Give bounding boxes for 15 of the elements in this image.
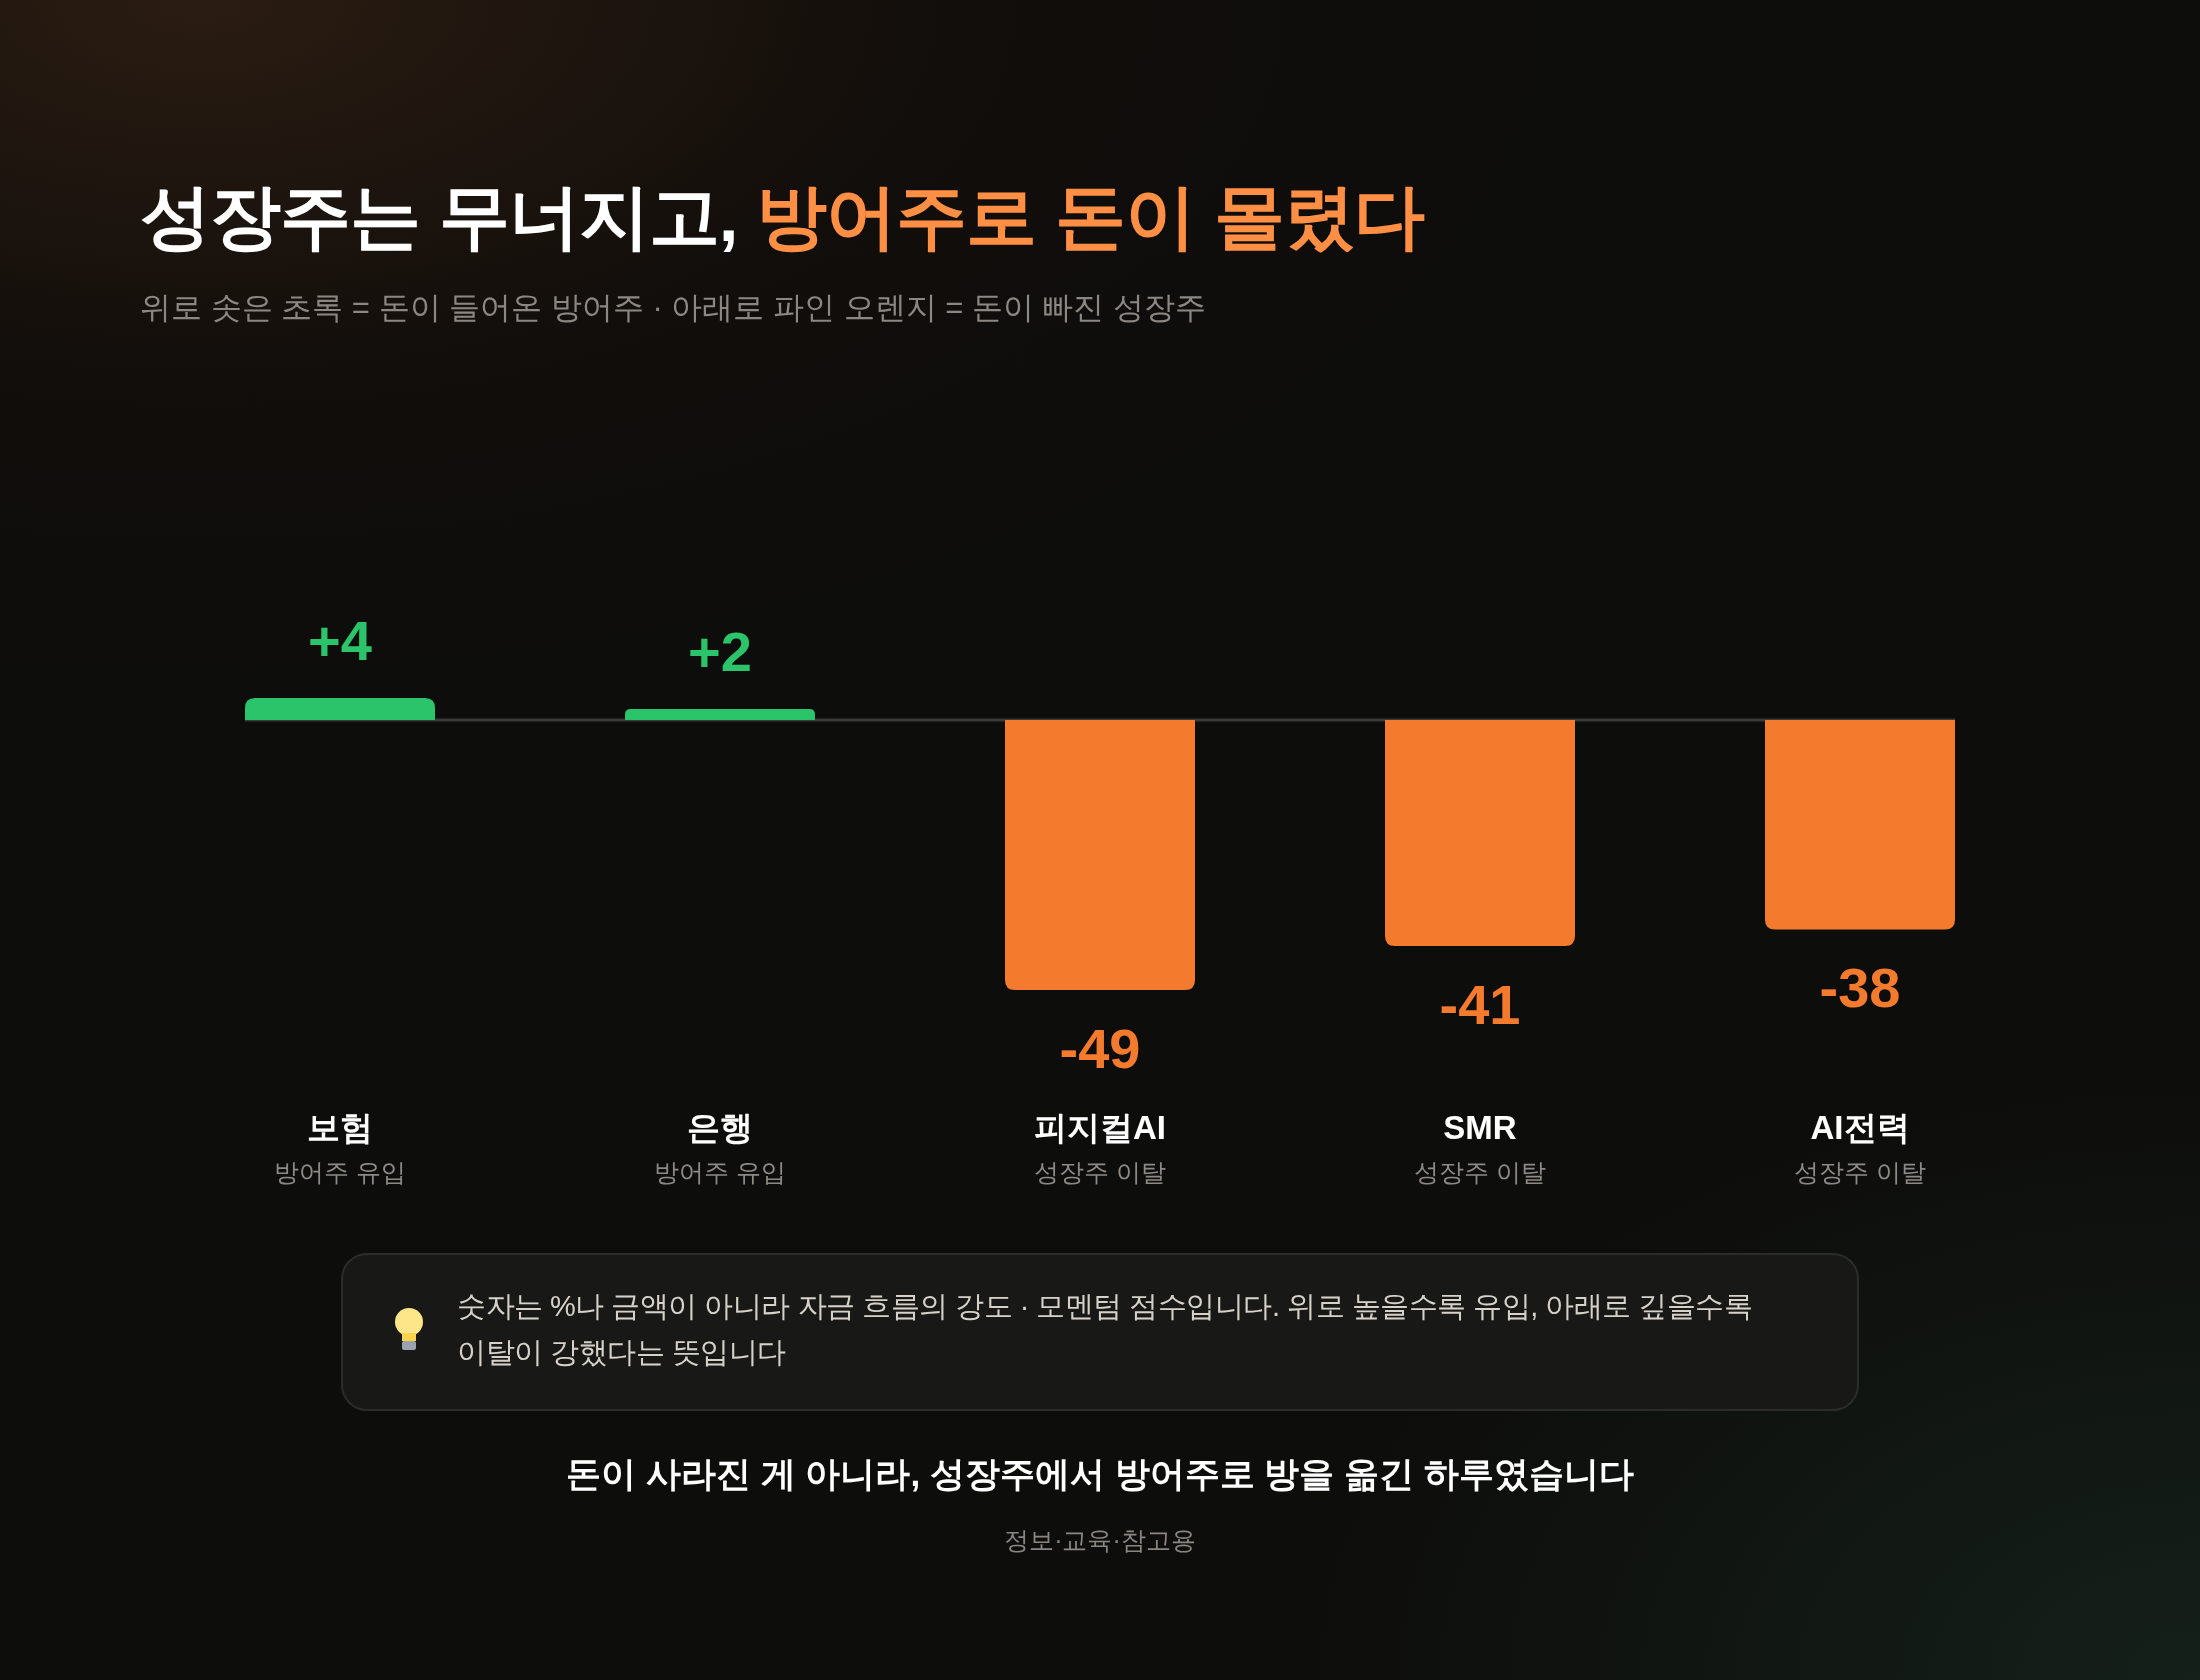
data-label: -41 (1439, 972, 1521, 1036)
chart-subtitle: 위로 솟은 초록 = 돈이 들어온 방어주 · 아래로 파인 오렌지 = 돈이 빠진 성장주 (140, 289, 1207, 327)
x-tick-label: 보험 방어주 유입 (274, 1109, 406, 1186)
x-tick-label: 은행 방어주 유입 (654, 1109, 786, 1186)
data-label: -38 (1819, 956, 1901, 1020)
data-label: +2 (688, 619, 752, 683)
x-tick-label: SMR 성장주 이탈 (1414, 1109, 1546, 1186)
data-label: -49 (1059, 1017, 1141, 1080)
text: 숫자는 %나 금액이 아니라 자금 흐름의 강도 · 모멘텀 점수입니다. 위로 높을수록 유입, 아래로 깊을수록 이탈이 강했다는 뜻입니다 (457, 1289, 1754, 1370)
x-tick-label: AI전력 성장주 이탈 (1794, 1109, 1926, 1186)
x-tick-label: 피지컬AI 성장주 이탈 (1034, 1109, 1166, 1186)
text: 정보·교육·참고용 (1003, 1525, 1197, 1556)
text: 돈이 사라진 게 아니라, 성장주에서 방어주로 방을 옮긴 하루였습니다 (565, 1453, 1635, 1495)
data-label: +4 (308, 608, 372, 672)
chart-title: 성장주는 무너지고, 방어주로 돈이 몰렸다 (140, 177, 1424, 256)
